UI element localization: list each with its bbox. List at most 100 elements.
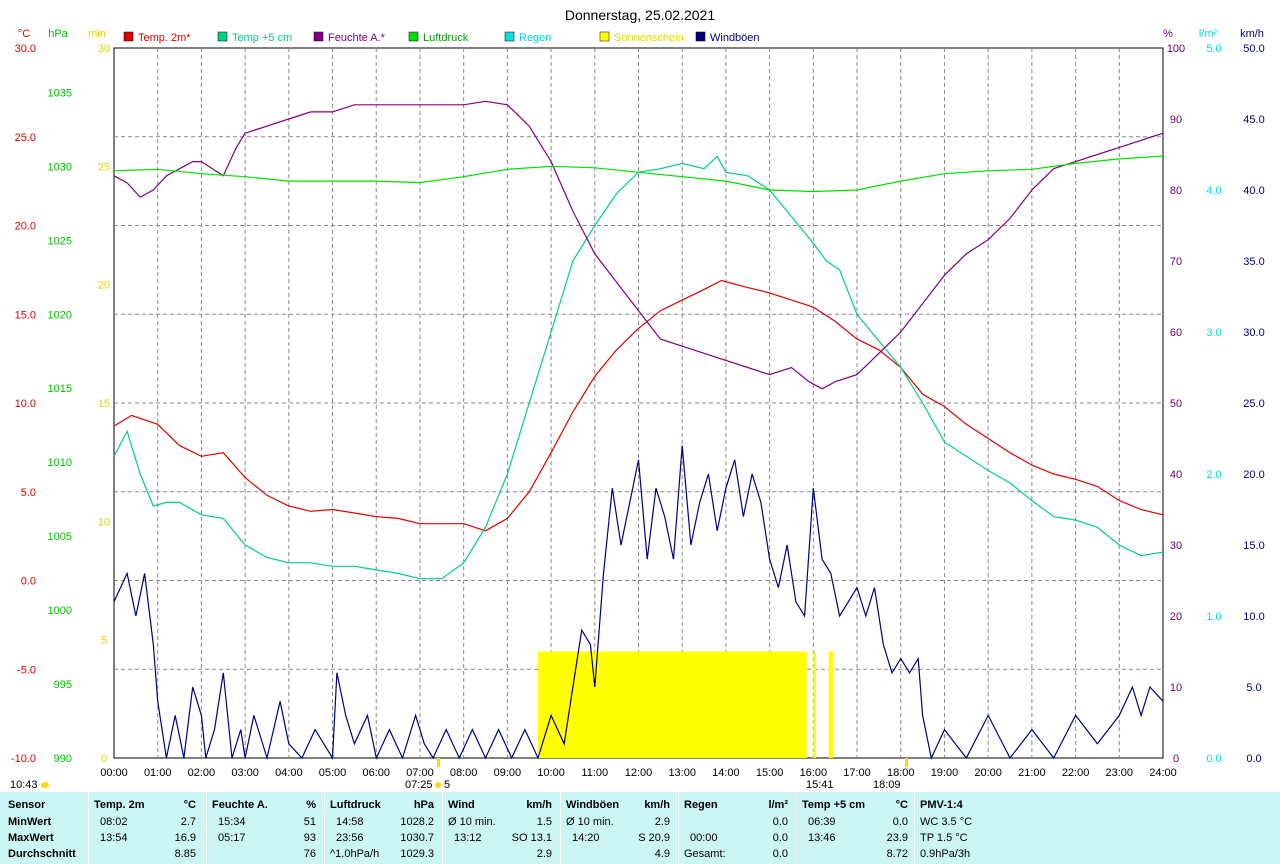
pressure-tick-label: 1035	[48, 87, 72, 99]
regen-unit: l/m²	[768, 799, 788, 811]
pressure-tick-label: 1015	[48, 383, 72, 395]
rain-tick-label: 5.0	[1206, 43, 1221, 55]
sensor-header: Sensor	[8, 799, 46, 811]
pressure-tick-label: 1005	[48, 531, 72, 543]
pmv-column: PMV-1:4 WC 3.5 °C TP 1.5 °C 0.9hPa/3h	[920, 792, 1040, 864]
wind-tick-label: 45.0	[1243, 114, 1264, 126]
windboeen-max-time: 14:20	[572, 832, 600, 844]
x-tick-label: 07:00	[406, 767, 434, 779]
temp5cm-unit: °C	[895, 799, 908, 811]
marker-time-left: 10:43	[10, 779, 38, 790]
wind-tick-label: 50.0	[1243, 43, 1264, 55]
temp5cm-avg: 8.72	[886, 848, 908, 860]
regen-total-label: Gesamt:	[684, 848, 726, 860]
humidity-tick-label: 50	[1170, 398, 1182, 410]
sunrise-extra: 5	[444, 779, 450, 790]
row-label-min: MinWert	[8, 816, 52, 828]
x-tick-label: 02:00	[188, 767, 216, 779]
temp-unit-label: °C	[18, 28, 30, 40]
tick-labels: 00:00 01:00 02:00 03:00 04:00 05:00 06:00 07:00…	[11, 43, 1265, 779]
sun-tick-label: 5	[101, 635, 107, 647]
legend-label: Luftdruck	[423, 32, 469, 44]
x-tick-label: 16:00	[800, 767, 828, 779]
weather-chart: Donnerstag, 25.02.2021 Temp. 2m* Temp +5 …	[10, 7, 1265, 790]
sun-tick-label: 20	[98, 280, 110, 292]
legend-swatch	[217, 31, 228, 42]
wind-tick-label: 20.0	[1243, 469, 1264, 481]
regen-header: Regen	[684, 799, 718, 811]
feuchte-unit: %	[306, 799, 316, 811]
humidity-tick-label: 20	[1170, 611, 1182, 623]
sunrise-time: 07:25	[405, 779, 433, 790]
legend-label: Windböen	[710, 32, 760, 44]
luftdruck-min: 1028.2	[400, 816, 434, 828]
legend-label: Temp +5 cm	[232, 32, 292, 44]
x-tick-label: 23:00	[1106, 767, 1134, 779]
row-label-avg: Durchschnitt	[8, 848, 76, 860]
sunrise-marker-icon	[435, 782, 441, 788]
sunset-time: 18:09	[873, 779, 901, 790]
sunshine-bar	[828, 651, 834, 758]
wind-avg: 2.9	[536, 848, 552, 860]
temp2m-column: Temp. 2m °C 08:02 2.7 13:54 16.9 8.85	[94, 792, 200, 864]
luftdruck-column: Luftdruck hPa 14:58 1028.2 23:56 1030.7 …	[330, 792, 436, 864]
pressure-tick-label: 1000	[48, 605, 72, 617]
legend: Temp. 2m* Temp +5 cm Feuchte A.* Luftdruck R…	[123, 31, 760, 44]
temp2m-min-time: 08:02	[100, 816, 128, 828]
regen-max: 0.0	[772, 832, 788, 844]
temp5cm-max: 23.9	[886, 832, 908, 844]
x-tick-label: 13:00	[668, 767, 696, 779]
wind-tick-label: 0.0	[1246, 753, 1261, 765]
series-line	[113, 155, 1164, 193]
sun-tick-label: 25	[98, 161, 110, 173]
luftdruck-avg: 1029.3	[400, 848, 434, 860]
x-tick-label: 12:00	[625, 767, 653, 779]
series-line	[113, 445, 1164, 761]
rain-tick-label: 0.0	[1206, 753, 1221, 765]
series-lines	[113, 100, 1164, 761]
chart-title: Donnerstag, 25.02.2021	[565, 7, 715, 23]
feuchte-avg: 76	[303, 848, 316, 860]
regen-min: 0.0	[772, 816, 788, 828]
marker-time-mid: 15:41	[806, 779, 834, 790]
gridlines	[114, 48, 1163, 758]
humidity-unit-label: %	[1163, 28, 1173, 40]
luftdruck-trend: ^1.0hPa/h	[330, 848, 380, 860]
summary-table: Sensor MinWert MaxWert Durchschnitt Temp…	[0, 792, 1280, 864]
legend-swatch	[123, 31, 134, 42]
temp2m-header: Temp. 2m	[94, 799, 145, 811]
wind-min-label: Ø 10 min.	[448, 816, 496, 828]
windboeen-header: Windböen	[566, 799, 620, 811]
pressure-tick-label: 990	[54, 753, 72, 765]
wind-max: SO 13.1	[511, 832, 552, 844]
temp2m-max: 16.9	[174, 832, 196, 844]
regen-column: Regen l/m² 0.0 00:00 0.0 Gesamt: 0.0	[684, 792, 790, 864]
temp5cm-min: 0.0	[892, 816, 908, 828]
x-tick-label: 09:00	[494, 767, 522, 779]
column-separator	[914, 792, 915, 864]
pmv-header: PMV-1:4	[920, 799, 963, 811]
wind-tick-label: 10.0	[1243, 611, 1264, 623]
wind-tick-label: 15.0	[1243, 540, 1264, 552]
temp-tick-label: 20.0	[15, 221, 36, 233]
pressure-tick-label: 995	[54, 679, 72, 691]
wind-tick-label: 35.0	[1243, 256, 1264, 268]
rain-tick-label: 4.0	[1206, 185, 1221, 197]
luftdruck-unit: hPa	[413, 799, 434, 811]
pmv-trend: 0.9hPa/3h	[920, 848, 971, 860]
x-tick-label: 15:00	[756, 767, 784, 779]
x-tick-label: 01:00	[144, 767, 172, 779]
x-tick-label: 19:00	[931, 767, 959, 779]
sun-tick-label: 30	[98, 43, 110, 55]
sunrise-tick	[437, 758, 440, 767]
windboeen-avg: 4.9	[654, 848, 670, 860]
legend-swatch	[504, 31, 515, 42]
x-tick-label: 06:00	[362, 767, 390, 779]
column-separator	[796, 792, 797, 864]
x-tick-label: 14:00	[712, 767, 740, 779]
sun-tick-label: 15	[98, 398, 110, 410]
humidity-tick-label: 70	[1170, 256, 1182, 268]
feuchte-max-time: 05:17	[218, 832, 246, 844]
humidity-tick-label: 30	[1170, 540, 1182, 552]
luftdruck-min-time: 14:58	[336, 816, 364, 828]
